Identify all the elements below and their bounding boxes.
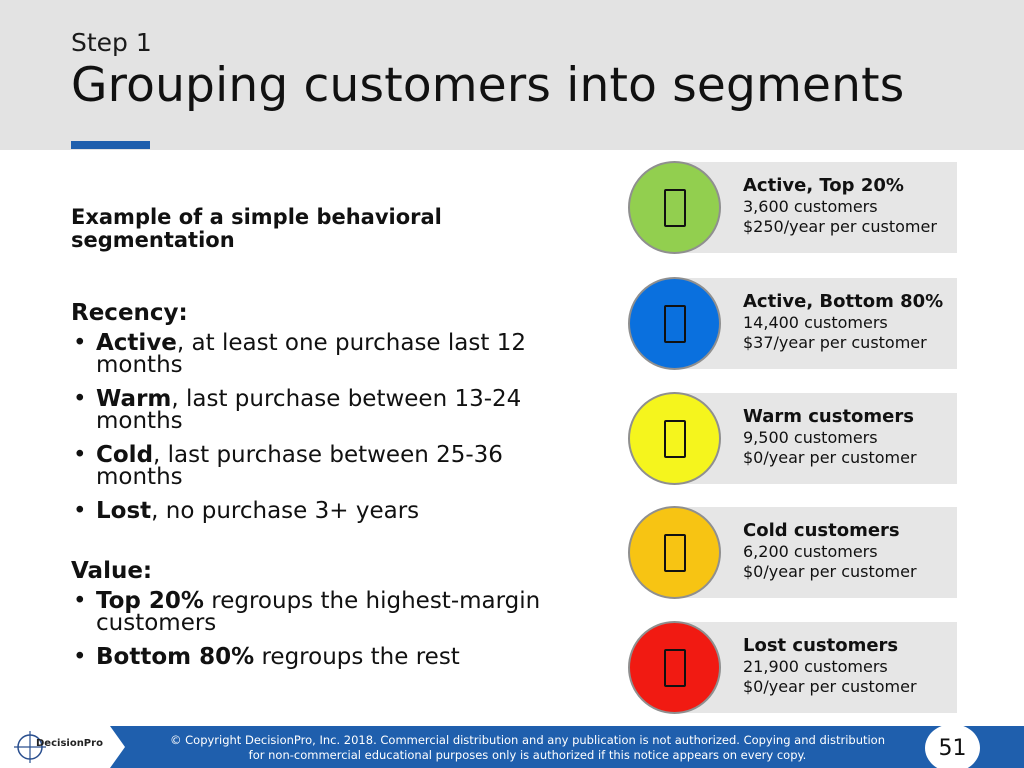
placeholder-glyph-icon: [663, 304, 686, 343]
recency-section: Recency: Active, at least one purchase l…: [71, 300, 591, 523]
segment-name: Warm customers: [743, 406, 914, 427]
segment-box: [674, 507, 957, 598]
placeholder-glyph-icon: [663, 648, 686, 687]
footer-bar: [0, 726, 1024, 768]
placeholder-glyph-icon: [663, 188, 686, 227]
segment-count: 14,400 customers: [743, 313, 888, 332]
list-item: Warm, last purchase between 13-24 months: [71, 388, 556, 433]
segment-card: Active, Top 20% 3,600 customers $250/yea…: [628, 161, 958, 254]
segment-circle: [628, 621, 721, 714]
segment-box: [674, 278, 957, 369]
segment-name: Active, Top 20%: [743, 175, 904, 196]
list-item: Bottom 80% regroups the rest: [71, 646, 556, 669]
header-band: [0, 0, 1024, 150]
copyright-notice: © Copyright DecisionPro, Inc. 2018. Comm…: [155, 733, 900, 763]
segment-count: 9,500 customers: [743, 428, 878, 447]
step-label: Step 1: [71, 28, 152, 57]
copyright-line: for non-commercial educational purposes …: [248, 748, 807, 762]
page-number: 51: [938, 736, 967, 761]
placeholder-glyph-icon: [663, 533, 686, 572]
segment-name: Lost customers: [743, 635, 899, 656]
segment-text: Cold customers 6,200 customers $0/year p…: [743, 520, 917, 582]
segment-value: $0/year per customer: [743, 562, 917, 581]
segment-circle: [628, 392, 721, 485]
segment-value: $250/year per customer: [743, 217, 937, 236]
segment-card: Active, Bottom 80% 14,400 customers $37/…: [628, 277, 958, 370]
segment-card: Warm customers 9,500 customers $0/year p…: [628, 392, 958, 485]
placeholder-glyph-icon: [663, 419, 686, 458]
segment-count: 21,900 customers: [743, 657, 888, 676]
recency-title: Recency:: [71, 300, 188, 326]
title-accent-bar: [71, 141, 150, 149]
segment-circle: [628, 277, 721, 370]
page-number-badge: [925, 724, 980, 768]
value-list: Top 20% regroups the highest-margin cust…: [71, 590, 591, 669]
segment-count: 3,600 customers: [743, 197, 878, 216]
segment-text: Active, Bottom 80% 14,400 customers $37/…: [743, 291, 943, 353]
decisionpro-logo-icon: [14, 731, 46, 763]
segment-text: Lost customers 21,900 customers $0/year …: [743, 635, 917, 697]
segment-circle: [628, 506, 721, 599]
recency-list: Active, at least one purchase last 12 mo…: [71, 332, 591, 523]
list-item: Top 20% regroups the highest-margin cust…: [71, 590, 556, 635]
value-section: Value: Top 20% regroups the highest-marg…: [71, 558, 591, 669]
segment-name: Active, Bottom 80%: [743, 291, 944, 312]
list-item: Cold, last purchase between 25-36 months: [71, 444, 556, 489]
segment-text: Warm customers 9,500 customers $0/year p…: [743, 406, 917, 468]
segment-box: [674, 162, 957, 253]
list-item: Active, at least one purchase last 12 mo…: [71, 332, 556, 377]
segment-box: [674, 393, 957, 484]
list-item: Lost, no purchase 3+ years: [71, 500, 556, 523]
segment-value: $0/year per customer: [743, 677, 917, 696]
segment-name: Cold customers: [743, 520, 900, 541]
segment-count: 6,200 customers: [743, 542, 878, 561]
segment-value: $37/year per customer: [743, 333, 927, 352]
value-title: Value:: [71, 558, 153, 584]
segment-card: Lost customers 21,900 customers $0/year …: [628, 621, 958, 714]
content-left: Example of a simple behavioral segmentat…: [71, 206, 591, 680]
segment-box: [674, 622, 957, 713]
segment-value: $0/year per customer: [743, 448, 917, 467]
segment-text: Active, Top 20% 3,600 customers $250/yea…: [743, 175, 937, 237]
segment-card: Cold customers 6,200 customers $0/year p…: [628, 506, 958, 599]
segment-circle: [628, 161, 721, 254]
logo-text: DecisionPro: [36, 738, 103, 749]
copyright-line: © Copyright DecisionPro, Inc. 2018. Comm…: [169, 733, 886, 747]
slide-title: Grouping customers into segments: [71, 58, 905, 113]
subheading: Example of a simple behavioral segmentat…: [71, 205, 442, 252]
